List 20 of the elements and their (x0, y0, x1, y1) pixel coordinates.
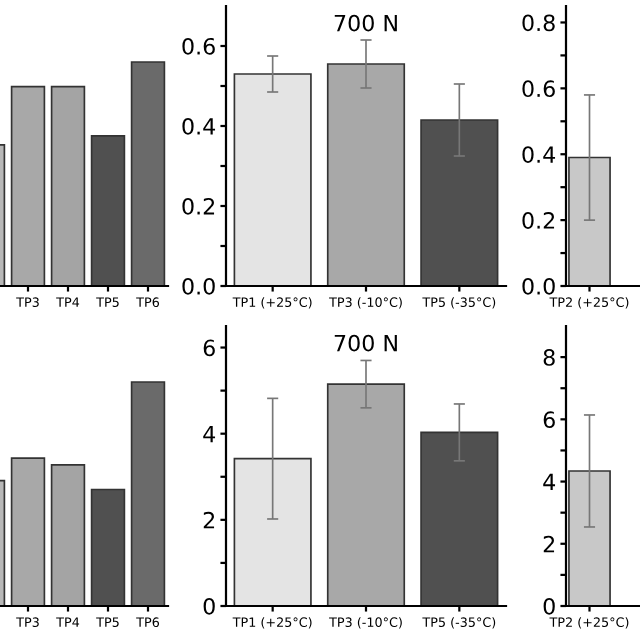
y-tick-label: 0.0 (182, 277, 215, 295)
chart-title: 700 N (334, 14, 397, 32)
y-tick-label: 0.6 (522, 80, 555, 98)
y-tick-label: 4 (203, 425, 216, 443)
y-tick-label: 0.0 (522, 277, 555, 295)
y-tick-label: 0.2 (522, 212, 555, 229)
y-tick-label: 0 (543, 597, 555, 615)
y-tick-label: 0 (203, 597, 215, 615)
y-tick-label: 0.2 (182, 197, 215, 215)
y-tick-label: 8 (543, 349, 555, 366)
y-tick-label: 4 (543, 473, 556, 490)
y-tick-label: 0.4 (522, 146, 556, 163)
y-tick-label: 2 (543, 535, 555, 553)
y-tick-label: 6 (203, 339, 215, 357)
y-tick-label: 0.4 (182, 117, 216, 135)
chart-title: 700 N (334, 334, 397, 352)
y-tick-label: 0.8 (522, 14, 555, 32)
y-tick-label: 6 (543, 411, 555, 429)
y-tick-label: 0.6 (182, 37, 215, 55)
y-tick-label: 2 (203, 511, 215, 529)
